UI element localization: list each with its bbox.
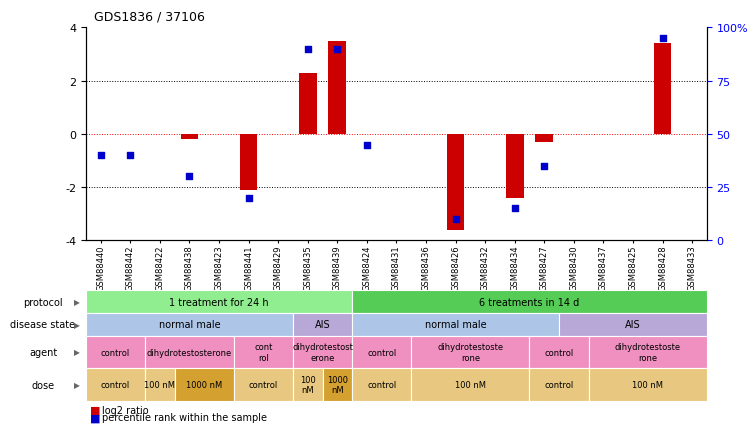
Text: ▶: ▶ [74,320,80,329]
Text: ▶: ▶ [74,348,80,357]
Text: dose: dose [31,380,55,390]
Bar [299,73,316,135]
Text: 100
nM: 100 nM [300,375,316,395]
Text: dihydrotestost
erone: dihydrotestost erone [292,342,353,362]
Text: 1000 nM: 1000 nM [186,380,222,389]
Text: dihydrotestosterone: dihydrotestosterone [147,348,232,357]
Point [657,36,669,43]
Point [95,152,107,159]
Text: ■: ■ [90,413,100,422]
Text: AIS: AIS [315,320,331,329]
Text: log2 ratio: log2 ratio [102,405,149,414]
Text: 6 treatments in 14 d: 6 treatments in 14 d [479,297,580,307]
Bar [506,135,524,198]
Text: control: control [101,380,130,389]
Text: 1 treatment for 24 h: 1 treatment for 24 h [169,297,269,307]
Text: cont
rol: cont rol [254,342,272,362]
Text: control: control [545,380,574,389]
Text: 1000
nM: 1000 nM [327,375,348,395]
Text: percentile rank within the sample: percentile rank within the sample [102,413,268,422]
Point [183,174,195,181]
Text: normal male: normal male [425,320,486,329]
Point [242,195,254,202]
Bar [536,135,553,142]
Text: ■: ■ [90,405,100,414]
Text: disease state: disease state [10,320,76,329]
Point [539,163,551,170]
Text: control: control [545,348,574,357]
Bar [447,135,465,230]
Text: agent: agent [29,347,57,357]
Text: 100 nM: 100 nM [144,380,176,389]
Text: dihydrotestoste
rone: dihydrotestoste rone [615,342,681,362]
Bar [240,135,257,191]
Text: 100 nM: 100 nM [455,380,486,389]
Text: ▶: ▶ [74,298,80,306]
Bar [180,135,198,140]
Text: protocol: protocol [23,297,63,307]
Point [301,46,313,53]
Text: 100 nM: 100 nM [632,380,663,389]
Text: control: control [367,380,396,389]
Text: GDS1836 / 37106: GDS1836 / 37106 [94,11,204,24]
Bar [654,44,672,135]
Point [450,216,462,223]
Text: ▶: ▶ [74,380,80,389]
Point [509,205,521,212]
Text: AIS: AIS [625,320,641,329]
Bar [328,42,346,135]
Text: control: control [367,348,396,357]
Text: normal male: normal male [159,320,221,329]
Text: dihydrotestoste
rone: dihydrotestoste rone [438,342,503,362]
Text: control: control [249,380,278,389]
Point [361,141,373,148]
Point [124,152,136,159]
Text: control: control [101,348,130,357]
Point [331,46,343,53]
